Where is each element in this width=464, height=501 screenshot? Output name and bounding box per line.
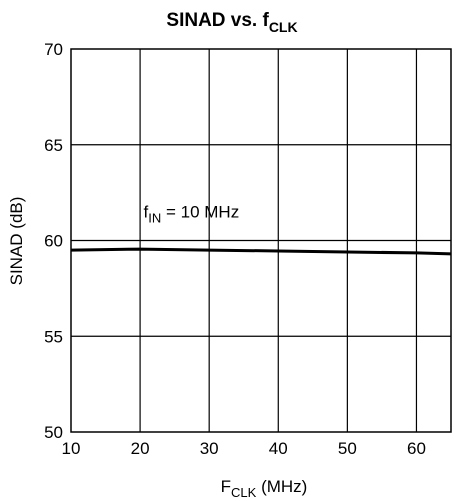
annotations: fIN = 10 MHz [144,203,240,226]
x-tick-label: 40 [269,439,288,458]
y-tick-label: 50 [44,423,63,442]
x-axis-label: FCLK (MHz) [221,477,308,500]
x-tick-label: 50 [338,439,357,458]
y-tick-labels: 50 55 60 65 70 [44,40,63,442]
x-tick-label: 30 [200,439,219,458]
y-tick-label: 65 [44,136,63,155]
chart-title: SINAD vs. fCLK [166,10,297,35]
x-tick-label: 10 [62,439,81,458]
x-tick-labels: 10 20 30 40 50 60 [62,439,426,458]
annotation-label: fIN = 10 MHz [144,203,240,226]
series-line [70,247,452,256]
grid [71,49,451,432]
y-tick-label: 70 [44,40,63,59]
y-axis-label: SINAD (dB) [7,197,26,286]
y-tick-label: 60 [44,232,63,251]
series-layer [70,247,452,256]
x-tick-label: 60 [407,439,426,458]
y-tick-label: 55 [44,327,63,346]
plot-frame [70,48,452,433]
x-tick-label: 20 [131,439,150,458]
